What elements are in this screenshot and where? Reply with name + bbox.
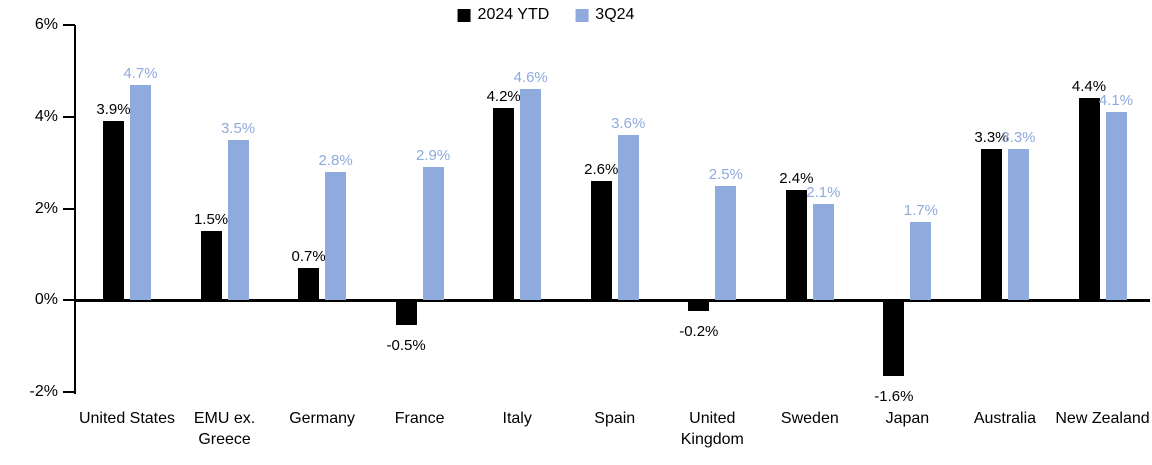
bar-value-label-2024-ytd-spain: 2.6% <box>584 160 619 178</box>
bar-2024-ytd-united-kingdom <box>688 302 710 312</box>
bar-value-label-3q24-emu-ex-greece: 3.5% <box>220 119 256 137</box>
bar-2024-ytd-germany <box>298 268 320 301</box>
bar-value-label-2024-ytd-france: -0.5% <box>386 337 426 355</box>
bar-value-label-3q24-italy: 4.6% <box>513 69 548 87</box>
bar-value-label-2024-ytd-australia: 3.3% <box>974 128 1009 146</box>
y-tick-label-0: 0% <box>34 291 58 309</box>
y-tick-label-2: -2% <box>29 383 58 400</box>
category-label-emu-ex-greece: EMU ex. Greece <box>193 410 256 448</box>
bar-value-label-2024-ytd-sweden: 2.4% <box>779 170 814 188</box>
category-label-united-states: United States <box>78 410 176 427</box>
bar-value-label-2024-ytd-united-states: 3.9% <box>96 101 131 119</box>
y-tick-mark-4 <box>63 115 75 118</box>
bar-3q24-emu-ex-greece <box>227 139 249 301</box>
bar-3q24-australia <box>1007 148 1029 301</box>
category-label-japan: Japan <box>885 410 930 427</box>
legend-label-3q24: 3Q24 <box>595 6 635 23</box>
y-tick-label-2: 2% <box>34 199 58 217</box>
bar-3q24-germany <box>325 171 347 301</box>
bar-value-label-3q24-japan: 1.7% <box>903 202 938 220</box>
bar-value-label-3q24-united-kingdom: 2.5% <box>708 165 743 183</box>
y-tick-label-4: 4% <box>34 107 58 125</box>
bar-3q24-spain <box>617 135 639 301</box>
bar-2024-ytd-sweden <box>785 190 807 301</box>
bar-value-label-3q24-united-states: 4.7% <box>123 64 158 82</box>
bar-value-label-3q24-germany: 2.8% <box>318 151 353 169</box>
legend-label-2024-ytd: 2024 YTD <box>477 6 550 23</box>
bar-3q24-japan <box>910 222 932 301</box>
category-label-australia: Australia <box>973 410 1037 427</box>
bar-3q24-italy <box>520 89 542 301</box>
bar-2024-ytd-france <box>395 302 417 326</box>
bar-2024-ytd-australia <box>980 148 1002 301</box>
legend-item-3q24: 3Q24 <box>575 6 634 24</box>
bar-value-label-3q24-france: 2.9% <box>416 147 451 165</box>
bar-value-label-3q24-spain: 3.6% <box>611 115 646 133</box>
category-label-united-kingdom: United Kingdom <box>680 410 744 448</box>
category-label-sweden: Sweden <box>780 410 839 427</box>
bar-value-label-2024-ytd-germany: 0.7% <box>291 248 326 266</box>
y-tick-mark-0 <box>63 299 75 302</box>
legend-swatch-3q24 <box>575 8 589 22</box>
bar-2024-ytd-spain <box>590 180 612 301</box>
bar-value-label-3q24-sweden: 2.1% <box>806 183 841 201</box>
bar-2024-ytd-italy <box>493 107 515 301</box>
bar-3q24-united-states <box>130 84 151 301</box>
bar-2024-ytd-new-zealand <box>1078 98 1100 301</box>
y-tick-mark-2 <box>63 391 75 393</box>
category-label-france: France <box>394 410 445 427</box>
bar-3q24-france <box>422 167 444 301</box>
bar-value-label-2024-ytd-united-kingdom: -0.2% <box>679 323 719 341</box>
bar-value-label-2024-ytd-emu-ex-greece: 1.5% <box>193 211 229 229</box>
x-axis-baseline <box>74 299 1150 302</box>
y-tick-mark-6 <box>63 24 75 26</box>
legend: 2024 YTD 3Q24 <box>457 6 634 24</box>
bar-3q24-united-kingdom <box>715 185 737 301</box>
y-axis-line <box>74 25 76 394</box>
legend-item-2024-ytd: 2024 YTD <box>457 6 550 24</box>
y-tick-mark-2 <box>63 207 75 210</box>
bar-value-label-3q24-australia: 3.3% <box>1001 128 1036 146</box>
bar-2024-ytd-united-states <box>103 121 124 301</box>
bar-value-label-3q24-new-zealand: 4.1% <box>1098 92 1134 110</box>
bar-3q24-sweden <box>812 203 834 301</box>
legend-swatch-2024-ytd <box>457 8 471 22</box>
bar-2024-ytd-japan <box>883 302 905 376</box>
category-label-new-zealand: New Zealand <box>1055 410 1150 427</box>
y-tick-label-6: 6% <box>34 16 58 33</box>
category-label-spain: Spain <box>594 410 636 427</box>
category-label-italy: Italy <box>502 410 532 427</box>
category-label-germany: Germany <box>289 410 355 427</box>
bar-3q24-new-zealand <box>1105 112 1127 301</box>
bar-2024-ytd-emu-ex-greece <box>200 231 222 301</box>
bar-value-label-2024-ytd-italy: 4.2% <box>486 87 521 105</box>
bar-value-label-2024-ytd-new-zealand: 4.4% <box>1071 78 1107 96</box>
bar-value-label-2024-ytd-japan: -1.6% <box>874 387 914 405</box>
